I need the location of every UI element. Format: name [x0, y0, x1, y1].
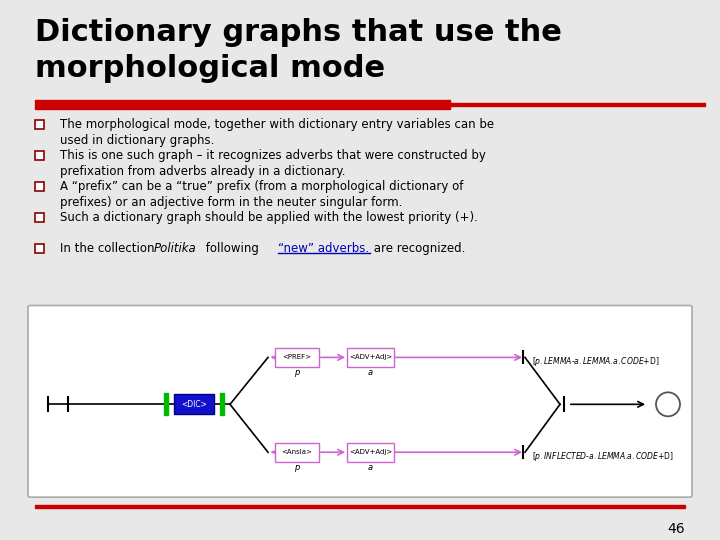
- Text: $a$: $a$: [367, 368, 374, 377]
- Text: <DIC>: <DIC>: [181, 400, 207, 409]
- Text: The morphological mode, together with dictionary entry variables can be
used in : The morphological mode, together with di…: [60, 118, 494, 147]
- Text: A “prefix” can be a “true” prefix (from a morphological dictionary of
prefixes) : A “prefix” can be a “true” prefix (from …: [60, 180, 464, 208]
- Bar: [35, 213, 44, 221]
- Bar: [35, 181, 44, 191]
- FancyBboxPatch shape: [347, 348, 394, 367]
- Text: $p$: $p$: [294, 463, 300, 474]
- Text: are recognized.: are recognized.: [370, 241, 465, 254]
- Text: $a$: $a$: [367, 463, 374, 472]
- Circle shape: [656, 393, 680, 416]
- FancyBboxPatch shape: [174, 394, 214, 414]
- Bar: [35, 120, 44, 129]
- Bar: [450, 103, 705, 106]
- Text: “new” adverbs.: “new” adverbs.: [278, 241, 369, 254]
- Bar: [35, 151, 44, 160]
- Bar: [35, 505, 685, 508]
- Text: Such a dictionary graph should be applied with the lowest priority (+).: Such a dictionary graph should be applie…: [60, 211, 478, 224]
- Text: following: following: [202, 241, 263, 254]
- Text: This is one such graph – it recognizes adverbs that were constructed by
prefixat: This is one such graph – it recognizes a…: [60, 148, 486, 178]
- Text: 46: 46: [667, 522, 685, 536]
- Text: <Ansla>: <Ansla>: [282, 449, 312, 455]
- FancyBboxPatch shape: [275, 443, 319, 462]
- Text: <PREF>: <PREF>: [282, 354, 312, 360]
- Bar: [164, 393, 168, 415]
- Bar: [220, 393, 224, 415]
- Bar: [35, 244, 44, 253]
- Text: Dictionary graphs that use the
morphological mode: Dictionary graphs that use the morpholog…: [35, 18, 562, 83]
- FancyBboxPatch shape: [275, 348, 319, 367]
- Text: [$p.INFLECTED$-$a.LEMMA$.$a.CODE$+D]: [$p.INFLECTED$-$a.LEMMA$.$a.CODE$+D]: [532, 450, 674, 463]
- Text: $p$: $p$: [294, 368, 300, 380]
- Bar: [35, 100, 450, 109]
- FancyBboxPatch shape: [347, 443, 394, 462]
- Text: In the collection: In the collection: [60, 241, 158, 254]
- Text: [$p.LEMMA$-$a.LEMMA$.$a.CODE$+D]: [$p.LEMMA$-$a.LEMMA$.$a.CODE$+D]: [532, 355, 660, 368]
- Text: Politika: Politika: [154, 241, 197, 254]
- FancyBboxPatch shape: [28, 306, 692, 497]
- Text: <ADV+Adj>: <ADV+Adj>: [349, 354, 392, 360]
- Text: <ADV+Adj>: <ADV+Adj>: [349, 449, 392, 455]
